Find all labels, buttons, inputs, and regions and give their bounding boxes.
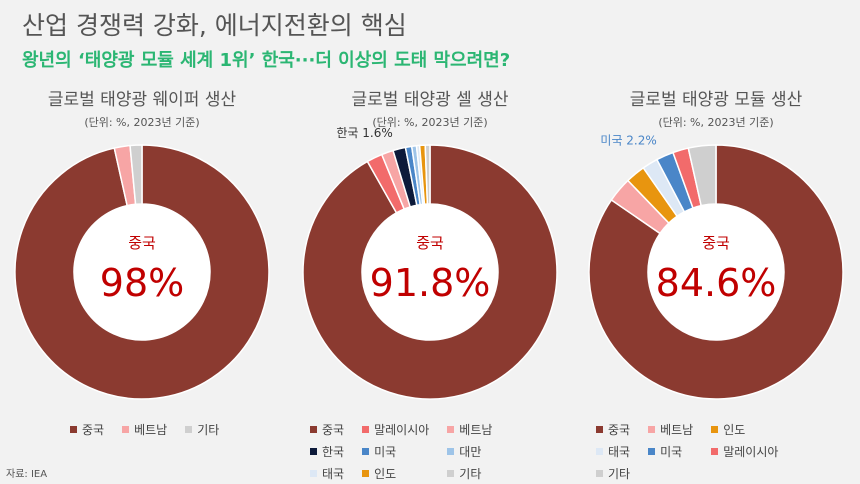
legend-swatch xyxy=(310,469,317,477)
center-value: 84.6% xyxy=(656,261,777,305)
legend-swatch xyxy=(362,447,370,455)
legend-item: 인도 xyxy=(362,464,429,482)
legend-label: 베트남 xyxy=(459,422,493,437)
legend-item: 기타 xyxy=(596,464,630,482)
legend-label: 말레이시아 xyxy=(374,422,430,437)
chart-title: 글로벌 태양광 셀 생산 xyxy=(351,90,509,110)
donut-chart: 한국 1.6% 중국 91.8% xyxy=(302,126,558,400)
center-value: 98% xyxy=(100,261,184,305)
legend-swatch xyxy=(711,425,719,433)
legend-item: 베트남 xyxy=(122,420,167,438)
legend-label: 기타 xyxy=(608,466,631,481)
legend-label: 기타 xyxy=(459,466,482,481)
legend-label: 말레이시아 xyxy=(723,444,779,459)
center-label: 중국 xyxy=(128,234,156,252)
chart-title: 글로벌 태양광 모듈 생산 xyxy=(629,90,803,110)
legend-item: 중국 xyxy=(310,420,344,438)
legend-swatch xyxy=(648,425,656,433)
legend-swatch xyxy=(310,425,317,433)
legend-item: 말레이시아 xyxy=(711,442,778,460)
legend-swatch xyxy=(362,425,370,433)
legend-swatch xyxy=(596,425,603,433)
legend-swatch xyxy=(711,447,719,455)
page-title: 산업 경쟁력 강화, 에너지전환의 핵심 xyxy=(22,11,407,40)
legend-swatch xyxy=(447,469,455,477)
legend-item: 한국 xyxy=(310,442,344,460)
callout-label: 한국 1.6% xyxy=(336,126,392,140)
cell-chart: 글로벌 태양광 셀 생산 (단위: %, 2023년 기준) 한국 1.6% 중국… xyxy=(290,82,570,481)
chart-unit: (단위: %, 2023년 기준) xyxy=(84,116,200,129)
legend-swatch xyxy=(70,425,77,433)
legend-swatch xyxy=(596,447,603,455)
chart-unit: (단위: %, 2023년 기준) xyxy=(658,116,774,129)
legend-label: 베트남 xyxy=(660,422,694,437)
legend-item: 태국 xyxy=(596,442,630,460)
donut-hole xyxy=(74,204,210,340)
legend-item: 중국 xyxy=(596,420,630,438)
wafer-chart: 글로벌 태양광 웨이퍼 생산 (단위: %, 2023년 기준) 중국 98% 중… xyxy=(2,82,282,472)
chart-title: 글로벌 태양광 웨이퍼 생산 xyxy=(47,90,237,110)
legend-swatch xyxy=(310,447,317,455)
legend-swatch xyxy=(185,425,193,433)
callout-label: 미국 2.2% xyxy=(600,134,656,148)
legend-item: 베트남 xyxy=(447,420,492,438)
legend-item: 기타 xyxy=(185,420,219,438)
legend-label: 중국 xyxy=(82,422,105,437)
donut-chart: 중국 98% xyxy=(14,144,270,400)
legend-swatch xyxy=(648,447,656,455)
donut-hole xyxy=(648,204,784,340)
legend-item: 베트남 xyxy=(648,420,693,438)
legend-label: 베트남 xyxy=(134,422,168,437)
page-subtitle: 왕년의 ‘태양광 모듈 세계 1위’ 한국···더 이상의 도태 막으려면? xyxy=(22,50,511,71)
chart-legend: 중국 베트남 기타 xyxy=(70,420,320,438)
legend-item: 기타 xyxy=(447,464,492,482)
legend-label: 인도 xyxy=(374,466,397,481)
legend-item: 인도 xyxy=(711,420,778,438)
legend-item: 태국 xyxy=(310,464,344,482)
legend-label: 기타 xyxy=(197,422,220,437)
legend-label: 한국 xyxy=(322,444,345,459)
donut-chart: 미국 2.2% 중국 84.6% xyxy=(588,134,844,400)
center-label: 중국 xyxy=(416,234,444,252)
legend-item: 미국 xyxy=(362,442,429,460)
legend-item: 대만 xyxy=(447,442,492,460)
legend-swatch xyxy=(447,425,455,433)
chart-unit: (단위: %, 2023년 기준) xyxy=(372,116,488,129)
legend-label: 태국 xyxy=(608,444,631,459)
donut-hole xyxy=(362,204,498,340)
legend-swatch xyxy=(596,469,603,477)
legend-label: 중국 xyxy=(608,422,631,437)
center-value: 91.8% xyxy=(370,261,491,305)
legend-label: 미국 xyxy=(660,444,683,459)
legend-item: 말레이시아 xyxy=(362,420,429,438)
legend-label: 미국 xyxy=(374,444,397,459)
legend-label: 인도 xyxy=(723,422,746,437)
center-label: 중국 xyxy=(702,234,730,252)
legend-item: 중국 xyxy=(70,420,104,438)
legend-swatch xyxy=(362,469,370,477)
legend-label: 대만 xyxy=(459,444,482,459)
legend-swatch xyxy=(447,447,455,455)
legend-label: 중국 xyxy=(322,422,345,437)
legend-swatch xyxy=(122,425,130,433)
legend-item: 미국 xyxy=(648,442,693,460)
module-chart: 글로벌 태양광 모듈 생산 (단위: %, 2023년 기준) 미국 2.2% 중… xyxy=(576,82,856,481)
source-note: 자료: IEA xyxy=(6,469,48,480)
legend-label: 태국 xyxy=(322,466,345,481)
